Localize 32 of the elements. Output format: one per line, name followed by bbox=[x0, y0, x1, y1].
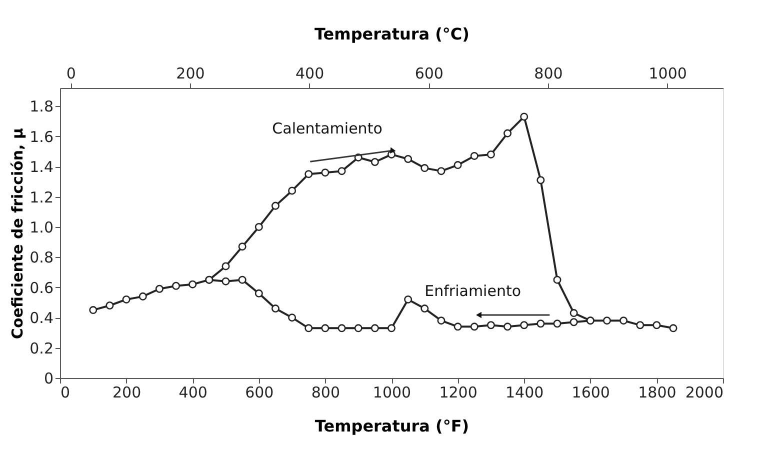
y-tick-label: 0.4 bbox=[30, 309, 54, 328]
x-tick-label: 1600 bbox=[572, 384, 610, 402]
x2-tick-label: 0 bbox=[66, 64, 76, 82]
x-tick-label: 0 bbox=[60, 384, 70, 402]
y-tick-label: 1.6 bbox=[30, 128, 54, 146]
x2-tick-label: 800 bbox=[534, 64, 563, 82]
y-tick-label: 0.8 bbox=[30, 248, 54, 267]
annotation: Calentamiento bbox=[272, 120, 382, 138]
y-tick-label: 1.4 bbox=[30, 158, 54, 176]
x-tick-label: 1200 bbox=[439, 384, 478, 402]
x-tick-label: 2000 bbox=[685, 384, 724, 402]
x-tick-label: 1800 bbox=[638, 384, 676, 402]
x-tick-label: 1000 bbox=[372, 384, 412, 402]
x-tick-label: 600 bbox=[245, 384, 274, 402]
x2-tick-label: 600 bbox=[414, 64, 444, 82]
y-axis-title: Coeficiente de fricción, μ bbox=[8, 128, 27, 340]
x-axis-title: Temperatura (°F) bbox=[314, 416, 470, 436]
x2-tick-label: 200 bbox=[176, 64, 205, 82]
x2-tick-label: 400 bbox=[295, 64, 324, 82]
x-tick-label: 200 bbox=[112, 384, 142, 402]
x-tick-label: 800 bbox=[311, 384, 340, 402]
y-tick-label: 1.8 bbox=[30, 98, 54, 116]
y-tick-label: 1.0 bbox=[30, 218, 54, 236]
y-tick-label: 0 bbox=[44, 370, 54, 388]
y-tick-label: 0.6 bbox=[30, 278, 54, 297]
x-tick-label: 1400 bbox=[506, 384, 544, 402]
x2-axis-title: Temperatura (°C) bbox=[314, 24, 470, 44]
x-tick-label: 400 bbox=[178, 384, 208, 402]
y-tick-label: 0.2 bbox=[30, 339, 54, 358]
annotation: Enfriamiento bbox=[424, 282, 522, 300]
x2-tick-label: 1000 bbox=[648, 64, 687, 82]
y-tick-label: 1.2 bbox=[30, 188, 54, 206]
